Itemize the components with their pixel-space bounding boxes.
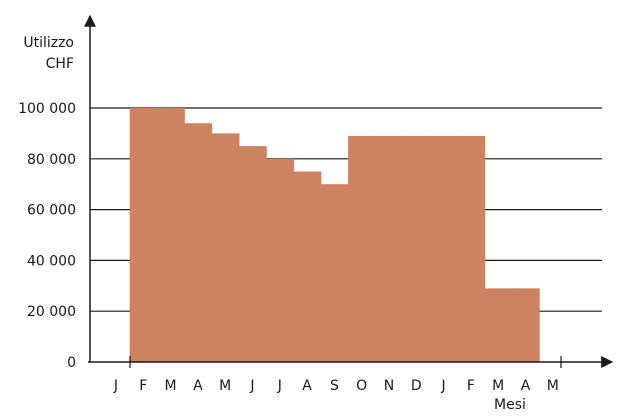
y-tick-label: 100 000 [18,101,76,117]
usage-step-bar [320,184,349,362]
x-tick-label: M [219,378,231,394]
usage-step-bar [129,108,158,362]
x-axis-label: Mesi [494,397,526,413]
x-tick-label: M [492,378,504,394]
usage-step-bar [184,123,213,363]
y-axis-label-line-2: CHF [46,56,74,72]
y-tick-label: 80 000 [27,152,76,168]
x-tick-label: J [441,378,446,394]
y-tick-label: 0 [67,355,76,371]
usage-step-bar [211,133,240,362]
y-tick-labels: 0 20 000 40 000 60 000 80 000 100 000 [18,101,76,371]
y-tick-label: 20 000 [27,304,76,320]
x-tick-label: J [113,378,118,394]
x-tick-label: N [384,378,394,394]
usage-step-bar [402,135,431,362]
x-tick-label: M [547,378,559,394]
usage-step-bar [375,135,404,362]
usage-step-bar [457,135,486,362]
y-tick-label: 40 000 [27,253,76,269]
x-tick-label: O [356,378,367,394]
x-tick-label: J [277,378,282,394]
usage-step-bar [511,288,540,362]
y-tick-label: 60 000 [27,203,76,219]
usage-step-bar [348,135,376,362]
x-tick-label: F [467,378,475,394]
usage-step-bar [484,288,513,362]
x-tick-label: A [302,378,312,394]
usage-area [129,108,540,363]
usage-step-bar [293,171,322,362]
usage-step-bar [266,158,295,362]
usage-step-bar [429,135,458,362]
usage-step-bar [238,146,267,362]
x-tick-label: F [139,378,147,394]
x-tick-label: A [193,378,203,394]
y-axis-label-line-1: Utilizzo [23,35,74,51]
x-tick-label: J [249,378,254,394]
x-tick-label: D [411,378,422,394]
x-tick-label: S [330,378,339,394]
x-tick-label: M [165,378,177,394]
x-tick-label: A [521,378,531,394]
usage-step-bar [156,108,185,362]
